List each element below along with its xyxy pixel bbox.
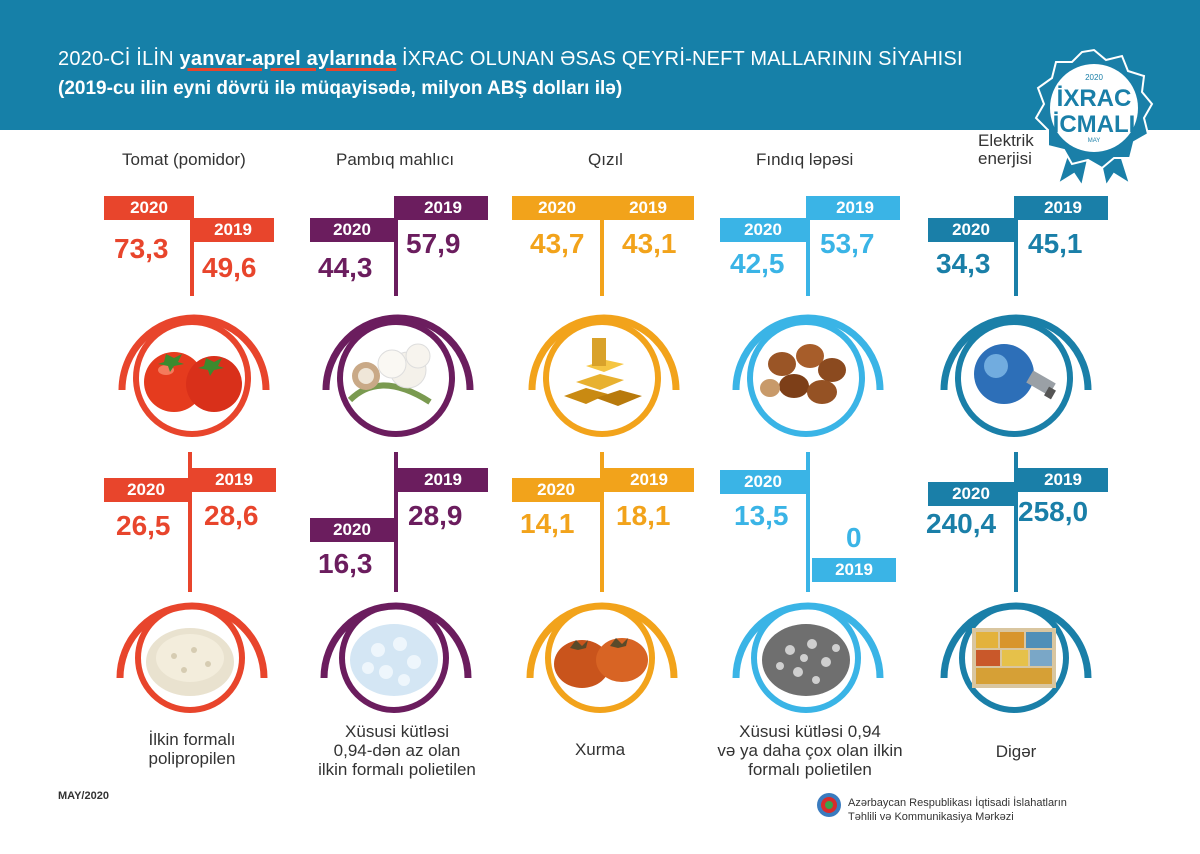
badge-year: 2020 [1085,73,1103,82]
tomato-icon [144,352,242,412]
cotton-icon [347,343,432,405]
category-label-hazelnut: Fındıq ləpəsi [756,150,854,169]
year-2019-label: 2019 [602,196,694,220]
year-2020-label: 2020 [512,478,600,502]
polyethylene-low-ring [320,602,472,713]
year-2020-label: 2020 [310,518,394,542]
year-2019-label: 2019 [1018,468,1108,492]
connector-line [806,452,810,592]
electricity-ring [940,314,1092,437]
page-subtitle: (2019-cu ilin eyni dövrü ilə müqayisədə,… [58,78,623,99]
year-2019-label: 2019 [398,196,488,220]
value-2019-persimmon: 18,1 [616,500,671,531]
year-2019-label: 2019 [812,558,896,582]
value-2020-tomato: 73,3 [114,233,169,264]
connector-line [394,196,398,296]
connector-line [188,452,192,592]
value-2020-other: 240,4 [926,508,997,539]
value-2019-polyethylene-low: 28,9 [408,500,463,531]
page-title: 2020-Cİ İLİN yanvar-aprel aylarında İXRA… [58,48,963,70]
value-2020-electricity: 34,3 [936,248,991,279]
polyethylene-dark-granules-icon [762,624,850,696]
year-2019-label: 2019 [192,218,274,242]
value-2020-polypropylene: 26,5 [116,510,171,541]
year-2020-label: 2020 [104,478,188,502]
persimmon-ring [526,602,678,713]
year-2020-label: 2020 [928,218,1014,242]
polyethylene-high-ring [732,602,884,713]
year-2019-label: 2019 [192,468,276,492]
connector-line [190,196,194,296]
category-label-other: Digər [995,742,1037,761]
hazelnut-ring [732,314,884,437]
persimmon-icon [554,638,648,688]
footer-date: MAY/2020 [58,790,109,802]
polyethylene-granules-icon [350,624,438,696]
year-2019-label: 2019 [398,468,488,492]
year-2020-label: 2020 [928,482,1014,506]
connector-line [1014,452,1018,592]
value-2020-persimmon: 14,1 [520,508,575,539]
value-2019-tomato: 49,6 [202,252,257,283]
category-label-polyethylene-high: Xüsusi kütləsi 0,94 və ya daha çox olan i… [717,722,903,779]
value-2019-polyethylene-high: 0 [846,522,862,553]
connector-line [394,452,398,592]
value-2020-hazelnut: 42,5 [730,248,785,279]
value-2019-hazelnut: 53,7 [820,228,875,259]
year-2019-label: 2019 [604,468,694,492]
badge-month: MAY [1088,138,1101,144]
category-label-persimmon: Xurma [574,740,626,759]
year-2019-label: 2019 [810,196,900,220]
other-ring [940,602,1092,713]
polypropylene-granules-icon [146,628,234,696]
value-2019-other: 258,0 [1018,496,1089,527]
badge-line2: İCMALI [1053,111,1136,138]
year-2020-label: 2020 [720,218,806,242]
gold-ring [528,314,680,437]
containers-icon [972,628,1056,688]
value-2019-cotton: 57,9 [406,228,461,259]
category-label-polyethylene-low: Xüsusi kütləsi 0,94-dən az olan ilkin form… [318,722,476,779]
year-2020-label: 2020 [310,218,394,242]
value-2019-gold: 43,1 [622,228,677,259]
year-2020-label: 2020 [512,196,602,220]
tomato-ring [118,314,270,437]
footer-organization: Azərbaycan Respublikası İqtisadi İslahat… [848,797,1067,823]
header-banner: 2020-Cİ İLİN yanvar-aprel aylarında İXRA… [0,0,1200,130]
value-2020-polyethylene-high: 13,5 [734,500,789,531]
category-label-gold: Qızıl [588,150,623,169]
light-bulb-icon [974,344,1056,404]
category-label-cotton: Pambıq mahlıcı [336,150,455,169]
category-label-electricity: Elektrik enerjisi [978,131,1034,168]
year-2019-label: 2019 [1018,196,1108,220]
azerbaijan-emblem-icon [817,793,841,817]
year-2020-label: 2020 [104,196,194,220]
category-label-polypropylene: İlkin formalı polipropilen [148,730,236,768]
gold-bars-icon [564,338,642,406]
connector-line [600,196,604,296]
hazelnut-icon [760,344,846,404]
polypropylene-ring [116,602,268,713]
value-2020-gold: 43,7 [530,228,585,259]
cotton-ring [322,314,474,437]
title-highlight: yanvar-aprel aylarında [179,48,397,70]
year-2020-label: 2020 [720,470,806,494]
badge-line1: İXRAC [1057,85,1132,112]
value-2019-polypropylene: 28,6 [204,500,259,531]
connector-line [600,452,604,592]
value-2020-cotton: 44,3 [318,252,373,283]
value-2019-electricity: 45,1 [1028,228,1083,259]
value-2020-polyethylene-low: 16,3 [318,548,373,579]
ixrac-icmali-badge: 2020 İXRAC İCMALI MAY [1034,48,1154,186]
connector-line [806,196,810,296]
category-label-tomato: Tomat (pomidor) [122,150,246,169]
connector-line [1014,196,1018,296]
